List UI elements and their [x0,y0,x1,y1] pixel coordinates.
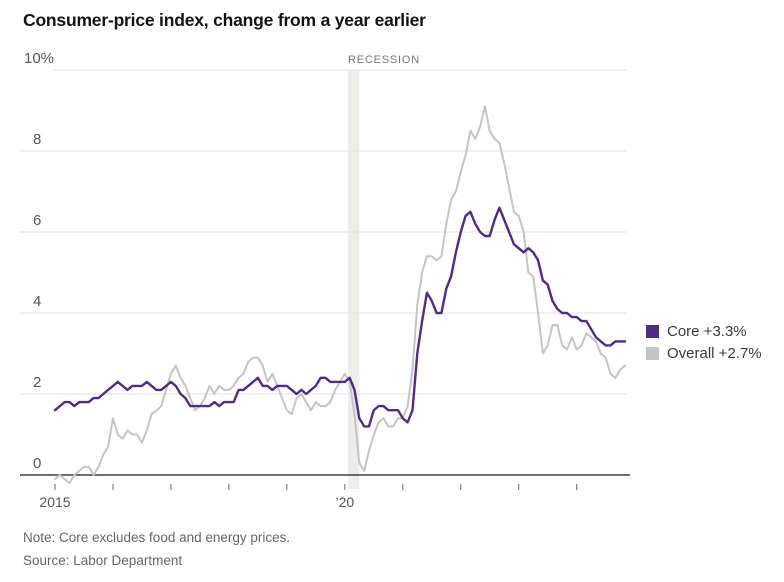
core-swatch-icon [646,324,659,338]
overall-swatch-icon [646,346,659,360]
legend-label-core: Core +3.3% [667,322,747,340]
legend-item-overall: Overall +2.7% [646,343,762,363]
y-axis-label-8: 8 [33,131,42,148]
chart-legend: Core +3.3% Overall +2.7% [646,321,762,365]
x-axis-label-2015: 2015 [39,494,71,510]
x-axis-label-20: ’20 [335,494,355,510]
x-axis-ticks [54,484,578,490]
legend-item-core: Core +3.3% [646,321,762,341]
chart-title: Consumer-price index, change from a year… [23,10,426,30]
chart-source: Source: Labor Department [23,553,183,568]
gridlines [20,69,630,476]
y-axis-label-6: 6 [33,212,42,229]
legend-label-overall: Overall +2.7% [667,344,762,362]
y-axis-label-10: 10% [24,50,55,67]
y-axis-label-2: 2 [33,374,42,391]
recession-label: RECESSION [348,54,420,66]
core-series-line [53,206,627,428]
overall-series-line [54,105,626,485]
recession-band [348,70,360,489]
y-axis-label-0: 0 [33,455,42,472]
y-axis-label-4: 4 [33,293,42,310]
chart-note: Note: Core excludes food and energy pric… [23,530,291,545]
